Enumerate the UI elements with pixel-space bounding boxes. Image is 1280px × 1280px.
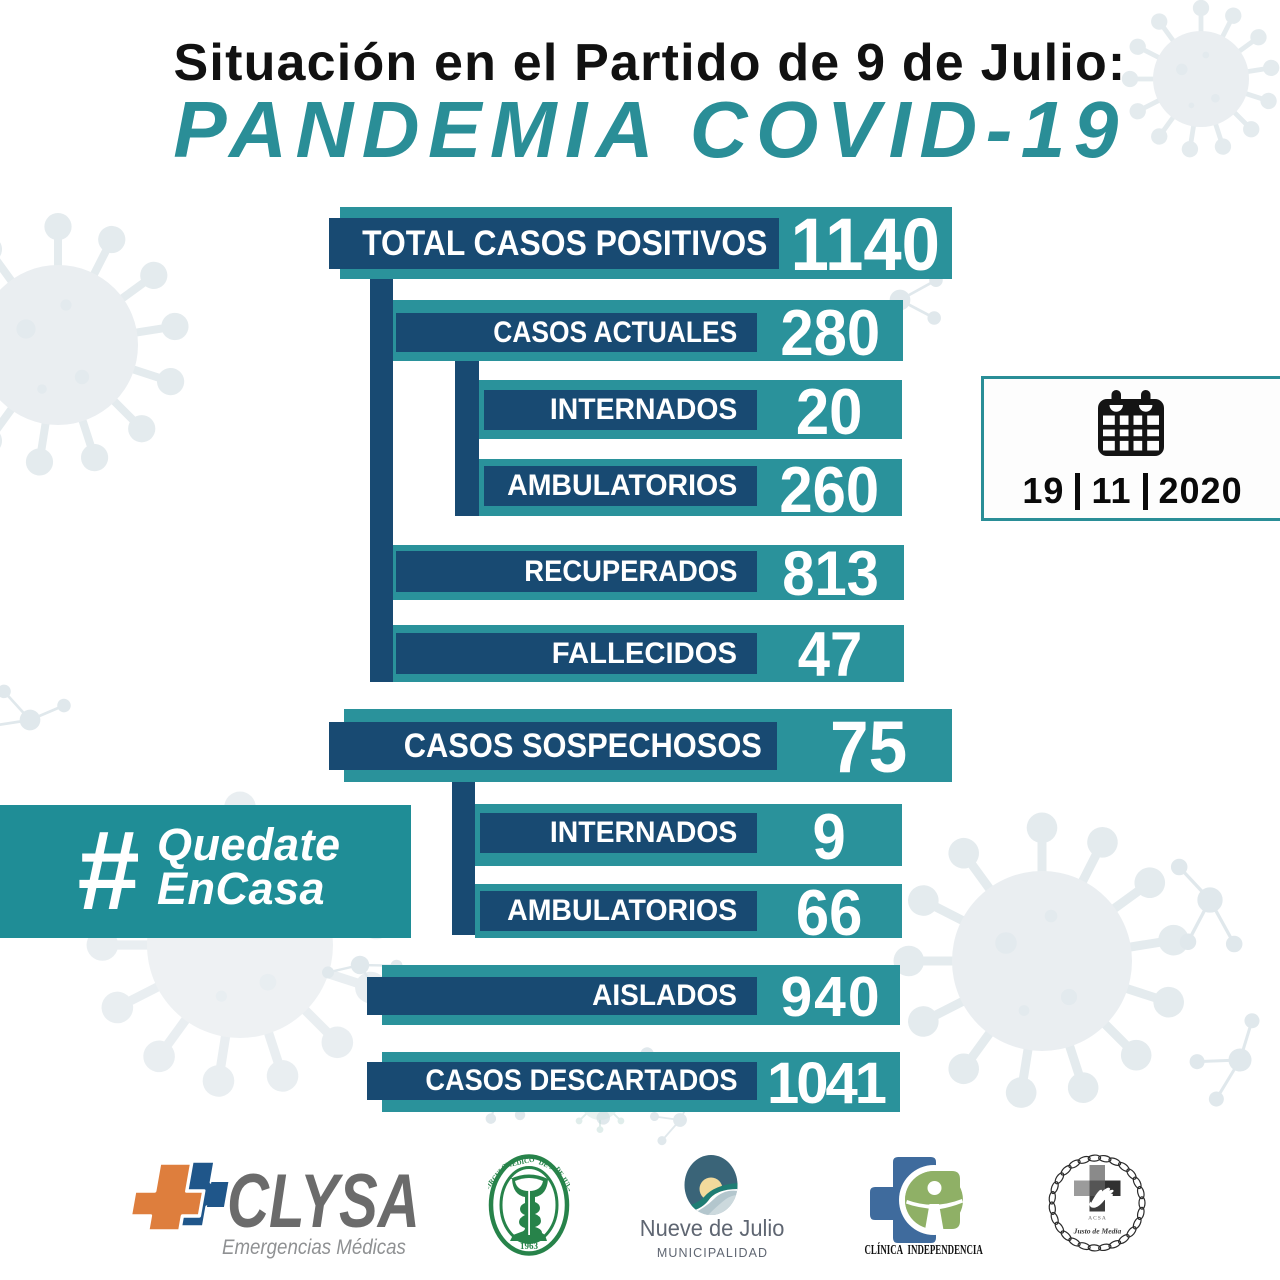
svg-text:1963: 1963 [520,1241,539,1251]
svg-text:Justo de Media: Justo de Media [1073,1227,1122,1236]
svg-text:ACSA: ACSA [1088,1216,1107,1222]
